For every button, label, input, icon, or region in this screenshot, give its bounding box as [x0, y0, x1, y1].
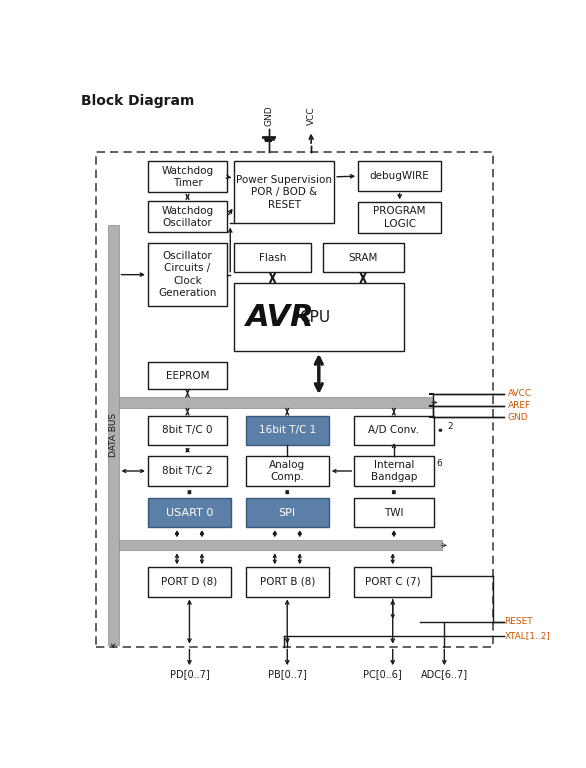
- Text: Power Supervision
POR / BOD &
RESET: Power Supervision POR / BOD & RESET: [236, 175, 332, 210]
- Text: GND: GND: [507, 412, 528, 422]
- Text: AREF: AREF: [507, 401, 530, 410]
- Bar: [148, 568, 231, 597]
- Bar: [246, 455, 329, 486]
- Bar: [148, 498, 231, 527]
- Text: 2: 2: [447, 422, 453, 431]
- Text: A/D Conv.: A/D Conv.: [369, 425, 420, 435]
- Text: SRAM: SRAM: [349, 253, 378, 263]
- Text: PB[0..7]: PB[0..7]: [268, 669, 306, 679]
- Bar: [118, 541, 442, 551]
- Bar: [148, 362, 227, 389]
- Text: GND: GND: [264, 105, 273, 126]
- Bar: [354, 455, 434, 486]
- Text: AVCC: AVCC: [507, 389, 532, 399]
- Bar: [96, 152, 493, 647]
- Bar: [246, 568, 329, 597]
- Bar: [323, 243, 404, 273]
- Text: PORT D (8): PORT D (8): [161, 577, 217, 587]
- Text: 16bit T/C 1: 16bit T/C 1: [258, 425, 316, 435]
- Bar: [246, 415, 329, 445]
- Bar: [148, 415, 227, 445]
- Bar: [148, 161, 227, 192]
- Text: PORT C (7): PORT C (7): [365, 577, 421, 587]
- Bar: [234, 161, 334, 223]
- Text: CPU: CPU: [299, 310, 331, 325]
- Text: EEPROM: EEPROM: [166, 370, 209, 380]
- Text: PD[0..7]: PD[0..7]: [169, 669, 209, 679]
- Text: Internal
Bandgap: Internal Bandgap: [371, 460, 417, 482]
- Bar: [148, 243, 227, 306]
- Bar: [234, 243, 311, 273]
- Text: Analog
Comp.: Analog Comp.: [269, 460, 305, 482]
- Text: Watchdog
Timer: Watchdog Timer: [162, 166, 213, 188]
- Bar: [358, 202, 441, 233]
- Bar: [148, 455, 227, 486]
- Bar: [118, 397, 433, 408]
- Text: XTAL[1..2]: XTAL[1..2]: [505, 631, 550, 641]
- Text: Watchdog
Oscillator: Watchdog Oscillator: [162, 206, 213, 228]
- Text: 6: 6: [437, 458, 442, 468]
- Text: TWI: TWI: [384, 508, 404, 518]
- Text: Block Diagram: Block Diagram: [81, 94, 194, 108]
- Text: DATA BUS: DATA BUS: [109, 412, 118, 457]
- Text: 8bit T/C 2: 8bit T/C 2: [162, 466, 213, 476]
- Text: Oscillator
Circuits /
Clock
Generation: Oscillator Circuits / Clock Generation: [158, 251, 217, 298]
- Text: Flash: Flash: [259, 253, 287, 263]
- Bar: [358, 161, 441, 190]
- Text: USART 0: USART 0: [166, 508, 213, 518]
- Text: 8bit T/C 0: 8bit T/C 0: [162, 425, 213, 435]
- Text: SPI: SPI: [279, 508, 296, 518]
- Bar: [354, 415, 434, 445]
- Bar: [354, 498, 434, 527]
- Text: VCC: VCC: [306, 106, 316, 124]
- Bar: [246, 498, 329, 527]
- Bar: [354, 568, 431, 597]
- Text: AVR: AVR: [246, 303, 315, 332]
- Bar: [148, 201, 227, 232]
- Text: PC[0..6]: PC[0..6]: [363, 669, 402, 679]
- Text: PROGRAM
LOGIC: PROGRAM LOGIC: [373, 207, 426, 229]
- Text: RESET: RESET: [505, 617, 533, 627]
- Text: PORT B (8): PORT B (8): [260, 577, 315, 587]
- Text: debugWIRE: debugWIRE: [370, 171, 430, 181]
- Bar: [234, 283, 404, 351]
- Text: ADC[6..7]: ADC[6..7]: [421, 669, 468, 679]
- Bar: [108, 224, 118, 645]
